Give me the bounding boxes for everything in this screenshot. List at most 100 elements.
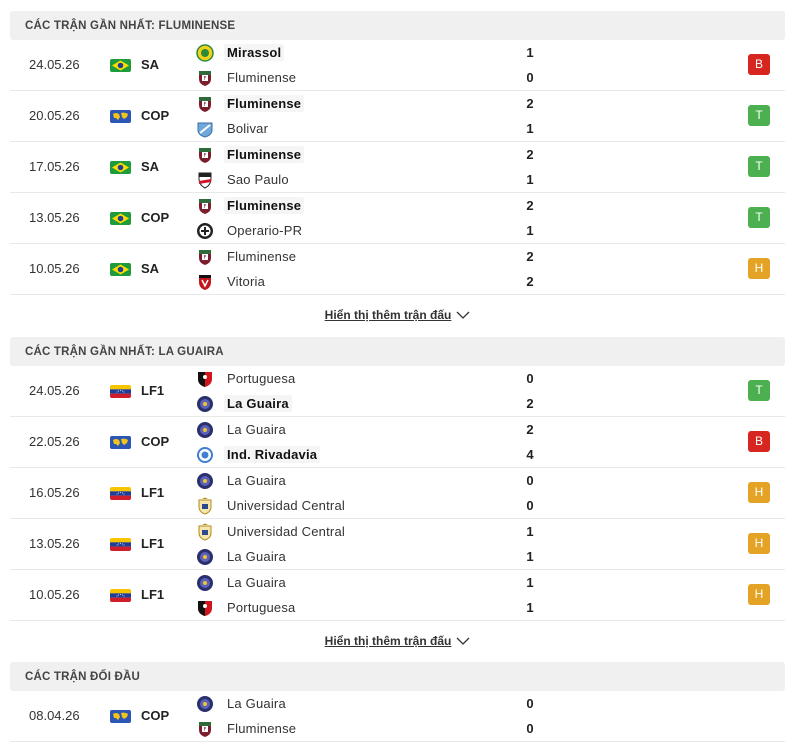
match-row[interactable]: 22.05.26 COP La Guaira 2 Ind. Rivadavia 4 B [10, 417, 785, 468]
result-badge: H [748, 584, 770, 605]
result-badge: T [748, 380, 770, 401]
section-title: CÁC TRẬN GẦN NHẤT: LA GUAIRA [10, 337, 785, 366]
match-row[interactable]: 10.05.26 SA F Fluminense 2 Vitoria 2 H [10, 244, 785, 295]
brazil-flag-icon [110, 59, 131, 72]
away-team: F Fluminense [196, 65, 299, 90]
fluminense-logo-icon: F [196, 69, 214, 87]
away-score: 1 [526, 121, 534, 136]
result-badge: T [748, 156, 770, 177]
away-team: La Guaira [196, 391, 292, 416]
home-team-name: Portuguesa [227, 371, 296, 386]
venezuela-flag-icon [110, 385, 131, 398]
match-row[interactable]: 13.05.26 LF1 Universidad Central 1 La Guaira… [10, 519, 785, 570]
away-team: F Fluminense [196, 716, 299, 741]
match-date: 17.05.26 [29, 159, 80, 174]
portuguesa-logo-icon [196, 370, 214, 388]
venezuela-flag-icon [110, 589, 131, 602]
away-team: Ind. Rivadavia [196, 442, 321, 467]
match-date: 10.05.26 [29, 587, 80, 602]
home-score: 2 [526, 249, 534, 264]
laguaira-logo-icon [196, 421, 214, 439]
section-laguaira-recent: CÁC TRẬN GẦN NHẤT: LA GUAIRA 24.05.26 LF1… [10, 337, 785, 661]
match-row[interactable]: 16.05.26 LF1 La Guaira 0 Universidad Central… [10, 468, 785, 519]
section-title: CÁC TRẬN GẦN NHẤT: FLUMINENSE [10, 11, 785, 40]
home-score: 0 [526, 371, 534, 386]
show-more-button[interactable]: Hiển thị thêm trận đấu [10, 295, 785, 335]
match-row[interactable]: 20.05.26 COP F Fluminense 2 Bolivar 1 T [10, 91, 785, 142]
away-team-name: Portuguesa [227, 600, 296, 615]
match-date: 10.05.26 [29, 261, 80, 276]
match-date: 24.05.26 [29, 383, 80, 398]
venezuela-flag-icon [110, 538, 131, 551]
svg-text:F: F [204, 255, 207, 261]
bolivar-logo-icon [196, 120, 214, 138]
home-team-name: La Guaira [227, 422, 286, 437]
away-team-name: La Guaira [227, 549, 286, 564]
league-code: COP [141, 434, 170, 449]
away-team: Sao Paulo [196, 167, 292, 192]
home-team-name: Fluminense [224, 95, 305, 112]
away-team: Portuguesa [196, 595, 299, 620]
match-row[interactable]: 17.05.26 SA F Fluminense 2 Sao Paulo 1 T [10, 142, 785, 193]
league-code: COP [141, 210, 170, 225]
svg-text:F: F [204, 153, 207, 159]
away-score: 1 [526, 223, 534, 238]
result-badge: T [748, 105, 770, 126]
match-date: 24.05.26 [29, 57, 80, 72]
ucv-logo-icon [196, 497, 214, 515]
home-team-name: Mirassol [224, 44, 285, 61]
home-team: F Fluminense [196, 193, 305, 218]
match-row[interactable]: 24.05.26 SA Mirassol 1 F Fluminense 0 B [10, 40, 785, 91]
home-score: 1 [526, 575, 534, 590]
away-team-name: Sao Paulo [227, 172, 289, 187]
match-date: 20.05.26 [29, 108, 80, 123]
show-more-button[interactable]: Hiển thị thêm trận đấu [10, 621, 785, 661]
match-row[interactable]: 10.05.26 LF1 La Guaira 1 Portuguesa 1 H [10, 570, 785, 621]
show-more-label: Hiển thị thêm trận đấu [324, 634, 452, 648]
result-badge: H [748, 258, 770, 279]
fluminense-logo-icon: F [196, 197, 214, 215]
world-flag-icon [110, 710, 131, 723]
section-title: CÁC TRẬN ĐỐI ĐẦU [10, 662, 785, 691]
league-code: LF1 [141, 536, 165, 551]
match-row[interactable]: 08.04.26 COP La Guaira 0 F Fluminense 0 [10, 691, 785, 742]
away-score: 1 [526, 600, 534, 615]
laguaira-logo-icon [196, 548, 214, 566]
section-fluminense-recent: CÁC TRẬN GẦN NHẤT: FLUMINENSE 24.05.26 SA… [10, 11, 785, 335]
fluminense-logo-icon: F [196, 95, 214, 113]
home-team-name: Fluminense [224, 146, 305, 163]
away-team-name: Universidad Central [227, 498, 345, 513]
away-score: 2 [526, 274, 534, 289]
away-team-name: La Guaira [224, 395, 292, 412]
fluminense-logo-icon: F [196, 720, 214, 738]
chevron-down-icon [456, 637, 470, 645]
home-team-name: Universidad Central [227, 524, 345, 539]
match-date: 13.05.26 [29, 536, 80, 551]
brazil-flag-icon [110, 212, 131, 225]
mirassol-logo-icon [196, 43, 214, 62]
match-list: 24.05.26 SA Mirassol 1 F Fluminense 0 B 20.05.26… [10, 40, 785, 295]
match-row[interactable]: 13.05.26 COP F Fluminense 2 Operario-PR 1 T [10, 193, 785, 244]
svg-text:F: F [204, 76, 207, 82]
vitoria-logo-icon [196, 273, 214, 291]
home-score: 0 [526, 696, 534, 711]
away-team: Vitoria [196, 269, 268, 294]
home-score: 1 [526, 45, 534, 60]
brazil-flag-icon [110, 161, 131, 174]
away-team-name: Ind. Rivadavia [224, 446, 321, 463]
home-team: La Guaira [196, 417, 289, 442]
league-code: LF1 [141, 485, 165, 500]
away-team-name: Fluminense [227, 721, 297, 736]
result-badge: T [748, 207, 770, 228]
away-team-name: Vitoria [227, 274, 266, 289]
league-code: SA [141, 261, 160, 276]
show-more-label: Hiển thị thêm trận đấu [324, 308, 452, 322]
world-flag-icon [110, 110, 131, 123]
match-row[interactable]: 24.05.26 LF1 Portuguesa 0 La Guaira 2 T [10, 366, 785, 417]
fluminense-logo-icon: F [196, 248, 214, 266]
away-team: Bolivar [196, 116, 271, 141]
svg-text:F: F [204, 727, 207, 733]
league-code: LF1 [141, 383, 165, 398]
home-team: F Fluminense [196, 91, 305, 116]
home-team: La Guaira [196, 691, 289, 716]
